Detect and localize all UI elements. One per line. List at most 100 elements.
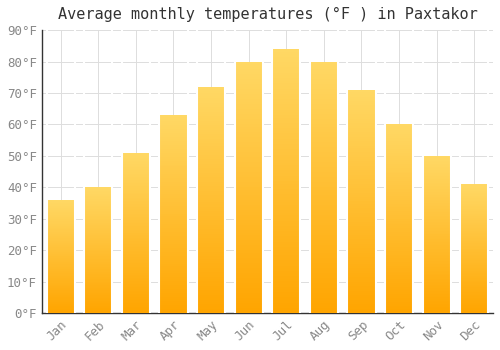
Bar xyxy=(310,172,338,175)
Bar xyxy=(234,233,262,235)
Bar xyxy=(160,307,188,309)
Bar xyxy=(385,140,413,141)
Bar xyxy=(385,132,413,134)
Bar xyxy=(122,222,150,223)
Bar xyxy=(122,156,150,158)
Bar xyxy=(422,285,451,286)
Bar xyxy=(84,208,112,209)
Bar xyxy=(385,145,413,147)
Bar xyxy=(272,279,300,281)
Bar xyxy=(348,103,376,105)
Bar xyxy=(234,130,262,132)
Bar xyxy=(122,270,150,271)
Bar xyxy=(272,239,300,242)
Bar xyxy=(460,240,488,241)
Bar xyxy=(460,264,488,265)
Bar xyxy=(160,264,188,266)
Bar xyxy=(385,149,413,151)
Bar xyxy=(84,302,112,303)
Bar xyxy=(84,276,112,278)
Bar xyxy=(197,152,225,155)
Bar xyxy=(272,131,300,133)
Bar xyxy=(160,190,188,192)
Bar xyxy=(422,190,451,192)
Bar xyxy=(84,230,112,231)
Bar xyxy=(160,232,188,234)
Bar xyxy=(460,299,488,300)
Bar xyxy=(272,276,300,279)
Bar xyxy=(422,192,451,194)
Bar xyxy=(84,280,112,282)
Bar xyxy=(422,219,451,220)
Bar xyxy=(460,196,488,197)
Bar xyxy=(272,176,300,178)
Bar xyxy=(348,173,376,175)
Bar xyxy=(122,190,150,191)
Bar xyxy=(234,160,262,162)
Bar xyxy=(385,264,413,266)
Bar xyxy=(234,142,262,145)
Bar xyxy=(385,277,413,279)
Bar xyxy=(197,123,225,125)
Bar xyxy=(460,265,488,267)
Bar xyxy=(422,277,451,279)
Bar xyxy=(122,302,150,303)
Bar xyxy=(234,306,262,308)
Bar xyxy=(234,295,262,298)
Bar xyxy=(310,137,338,140)
Bar xyxy=(348,309,376,311)
Bar xyxy=(84,265,112,267)
Bar xyxy=(422,205,451,206)
Bar xyxy=(84,195,112,196)
Bar xyxy=(348,184,376,186)
Bar xyxy=(348,204,376,206)
Bar xyxy=(422,257,451,258)
Bar xyxy=(460,229,488,231)
Bar xyxy=(348,179,376,181)
Bar xyxy=(460,238,488,240)
Bar xyxy=(234,72,262,74)
Bar xyxy=(122,199,150,201)
Bar xyxy=(84,233,112,234)
Bar xyxy=(272,255,300,258)
Bar xyxy=(197,214,225,216)
Bar xyxy=(160,273,188,275)
Bar xyxy=(460,261,488,263)
Bar xyxy=(160,156,188,159)
Bar xyxy=(272,128,300,131)
Bar xyxy=(46,214,74,215)
Bar xyxy=(84,278,112,279)
Bar xyxy=(160,143,188,145)
Bar xyxy=(84,307,112,308)
Bar xyxy=(460,307,488,308)
Bar xyxy=(84,187,112,189)
Bar xyxy=(348,212,376,215)
Bar xyxy=(348,157,376,159)
Bar xyxy=(197,218,225,220)
Bar xyxy=(422,253,451,255)
Bar xyxy=(84,246,112,248)
Bar xyxy=(272,305,300,308)
Bar xyxy=(348,264,376,266)
Bar xyxy=(84,190,112,191)
Bar xyxy=(385,292,413,294)
Bar xyxy=(234,253,262,255)
Bar xyxy=(272,231,300,234)
Bar xyxy=(46,227,74,228)
Bar xyxy=(348,293,376,295)
Bar xyxy=(160,145,188,147)
Bar xyxy=(197,243,225,245)
Bar xyxy=(272,165,300,168)
Bar xyxy=(197,127,225,130)
Bar xyxy=(160,198,188,200)
Bar xyxy=(122,297,150,299)
Bar xyxy=(310,130,338,132)
Bar xyxy=(385,245,413,247)
Bar xyxy=(385,239,413,241)
Bar xyxy=(422,165,451,167)
Bar xyxy=(422,214,451,216)
Bar xyxy=(460,287,488,289)
Bar xyxy=(122,209,150,210)
Bar xyxy=(385,287,413,288)
Bar xyxy=(122,178,150,180)
